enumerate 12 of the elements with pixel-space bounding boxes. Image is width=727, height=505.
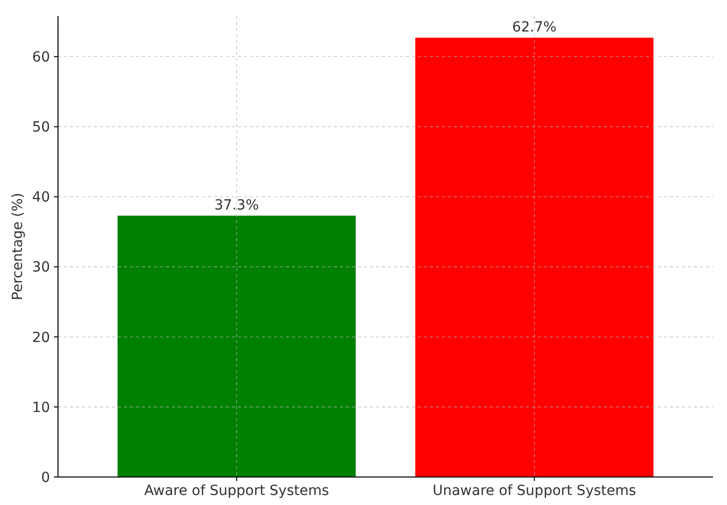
y-tick-label: 30 [32,260,50,276]
data-label: 37.3% [214,198,259,214]
data-label: 62.7% [512,20,557,36]
y-tick-label: 60 [32,50,50,66]
y-tick-label: 20 [32,330,50,346]
y-axis-title: Percentage (%) [10,192,26,300]
x-tick-label: Aware of Support Systems [144,483,330,499]
y-tick-label: 10 [32,400,50,416]
y-tick-label: 50 [32,120,50,136]
x-tick-label: Unaware of Support Systems [432,483,636,499]
y-tick-label: 0 [41,470,50,486]
y-tick-label: 40 [32,190,50,206]
